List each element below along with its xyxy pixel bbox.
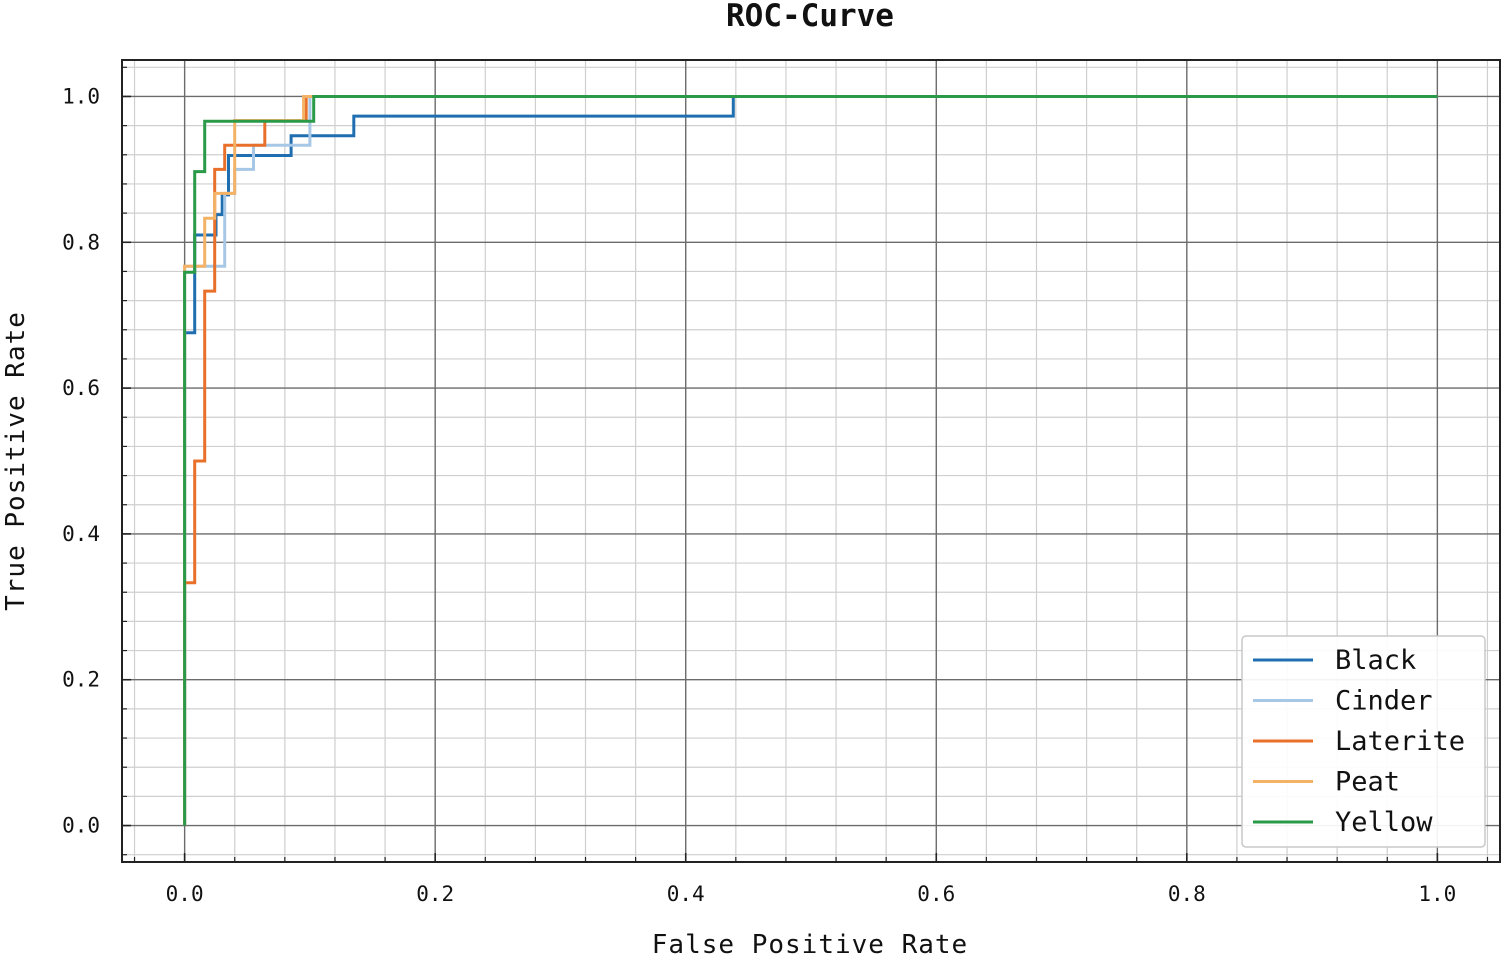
legend-box [1241,635,1486,848]
y-tick-label: 1.0 [62,84,100,108]
x-axis-label: False Positive Rate [652,930,968,958]
chart-title: ROC-Curve [726,0,894,34]
x-tick-label: 0.0 [166,882,204,906]
series-line-cinder [183,95,1438,826]
legend-label-peat: Peat [1335,767,1400,798]
y-tick-label: 0.8 [62,230,100,254]
series-lines [183,95,1438,826]
grid [122,60,1500,862]
y-tick-label: 0.2 [62,668,100,692]
legend-label-yellow: Yellow [1335,807,1433,838]
legend: Black Cinder Laterite Peat Yellow [1241,635,1486,848]
legend-label-black: Black [1335,645,1416,676]
x-tick-label: 0.8 [1168,882,1206,906]
legend-label-laterite: Laterite [1335,726,1465,757]
y-axis-label: True Positive Rate [1,311,31,611]
x-tick-label: 0.4 [667,882,705,906]
plot-frame [121,59,1501,863]
x-tick-label: 1.0 [1418,882,1456,906]
x-tick-label: 0.2 [416,882,454,906]
axis-ticks: 0.0 0.2 0.4 0.6 0.8 1.0 0.0 0.2 0.4 0.6 0.8 1.0 [62,66,1489,906]
legend-label-cinder: Cinder [1335,686,1433,717]
y-tick-label: 0.4 [62,522,100,546]
series-line-yellow [183,95,1438,826]
x-tick-label: 0.6 [917,882,955,906]
y-tick-label: 0.6 [62,376,100,400]
y-tick-label: 0.0 [62,814,100,838]
series-line-peat [183,95,1438,826]
